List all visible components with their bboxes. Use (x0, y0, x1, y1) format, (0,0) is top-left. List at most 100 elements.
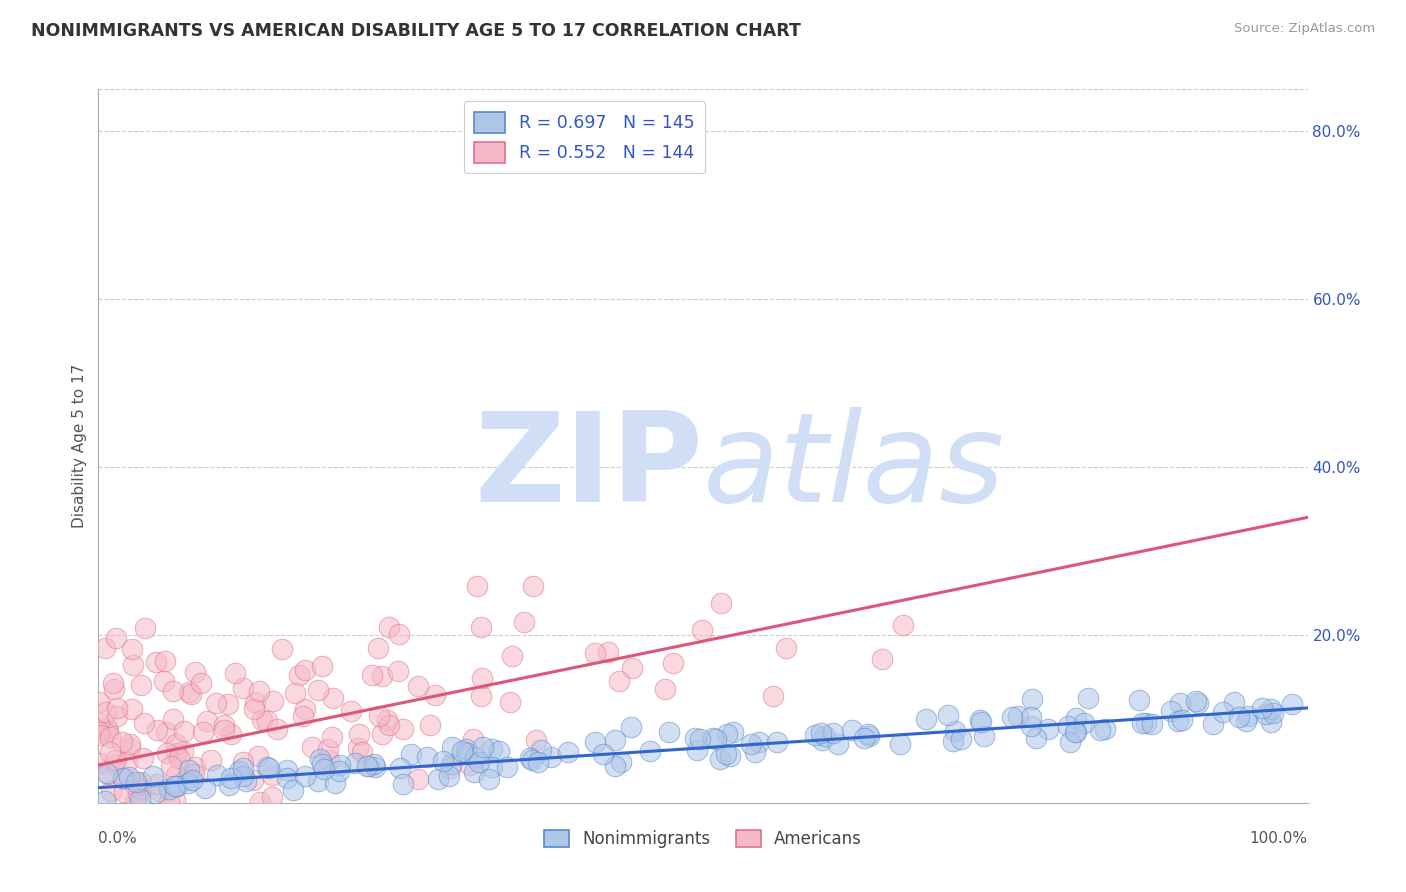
Point (191, 725, 214, 739)
Point (969, 713, 991, 727)
Point (1234, 714, 1257, 728)
Point (1076, 691, 1098, 706)
Point (419, 718, 441, 732)
Point (276, 764, 298, 778)
Point (166, 780, 188, 794)
Point (1007, 709, 1029, 723)
Point (519, 751, 541, 765)
Point (1260, 701, 1282, 715)
Point (180, 687, 202, 701)
Point (689, 731, 711, 746)
Point (200, 753, 222, 767)
Point (463, 765, 485, 780)
Point (803, 728, 825, 742)
Point (124, 778, 146, 792)
Point (89, 695, 111, 709)
Point (654, 682, 676, 697)
Point (307, 683, 329, 698)
Point (1167, 714, 1189, 728)
Point (524, 732, 547, 747)
Point (284, 686, 307, 700)
Point (262, 694, 284, 708)
Point (451, 744, 474, 758)
Point (153, 673, 176, 688)
Point (470, 689, 492, 703)
Point (1263, 706, 1285, 721)
Point (1237, 709, 1260, 723)
Point (89, 728, 111, 742)
Point (1064, 710, 1087, 724)
Point (347, 741, 370, 756)
Point (205, 767, 228, 781)
Point (105, 631, 128, 645)
Point (377, 620, 399, 634)
Point (501, 648, 523, 663)
Point (704, 731, 727, 746)
Point (322, 690, 344, 705)
Point (235, 774, 257, 789)
Point (1019, 719, 1042, 733)
Point (415, 749, 437, 764)
Point (165, 746, 187, 760)
Point (212, 718, 235, 732)
Point (1063, 725, 1085, 739)
Point (592, 747, 614, 762)
Point (122, 657, 145, 672)
Point (266, 723, 288, 737)
Point (721, 724, 744, 739)
Point (100, 784, 122, 798)
Point (120, 741, 142, 756)
Point (294, 769, 316, 783)
Point (370, 669, 392, 683)
Point (101, 675, 124, 690)
Point (165, 737, 187, 751)
Point (969, 715, 991, 730)
Point (1260, 714, 1282, 729)
Point (856, 727, 879, 741)
Point (243, 695, 266, 709)
Point (312, 762, 335, 776)
Point (495, 760, 517, 774)
Point (96, 721, 118, 735)
Point (456, 746, 478, 760)
Point (153, 654, 176, 668)
Point (1025, 731, 1047, 745)
Point (146, 723, 169, 737)
Y-axis label: Disability Age 5 to 17: Disability Age 5 to 17 (72, 364, 87, 528)
Point (129, 678, 152, 692)
Text: 0.0%: 0.0% (98, 831, 138, 847)
Point (172, 744, 194, 758)
Point (165, 768, 187, 782)
Point (620, 661, 643, 675)
Point (662, 656, 685, 670)
Point (609, 755, 631, 769)
Point (157, 795, 180, 809)
Point (103, 681, 125, 696)
Point (294, 663, 316, 677)
Point (325, 776, 347, 790)
Point (121, 701, 143, 715)
Point (370, 727, 392, 741)
Point (163, 793, 186, 807)
Point (710, 596, 733, 610)
Point (105, 700, 128, 714)
Point (481, 742, 503, 756)
Point (1185, 694, 1208, 708)
Point (124, 795, 146, 809)
Point (173, 723, 195, 738)
Point (125, 775, 148, 789)
Point (775, 641, 797, 656)
Point (276, 771, 298, 785)
Point (112, 772, 135, 786)
Point (256, 760, 278, 774)
Text: Source: ZipAtlas.com: Source: ZipAtlas.com (1234, 22, 1375, 36)
Point (470, 620, 492, 634)
Point (129, 781, 152, 796)
Point (127, 787, 149, 801)
Point (685, 731, 707, 745)
Point (456, 742, 478, 756)
Point (827, 737, 849, 751)
Point (1212, 705, 1234, 719)
Point (810, 725, 832, 739)
Point (440, 740, 463, 755)
